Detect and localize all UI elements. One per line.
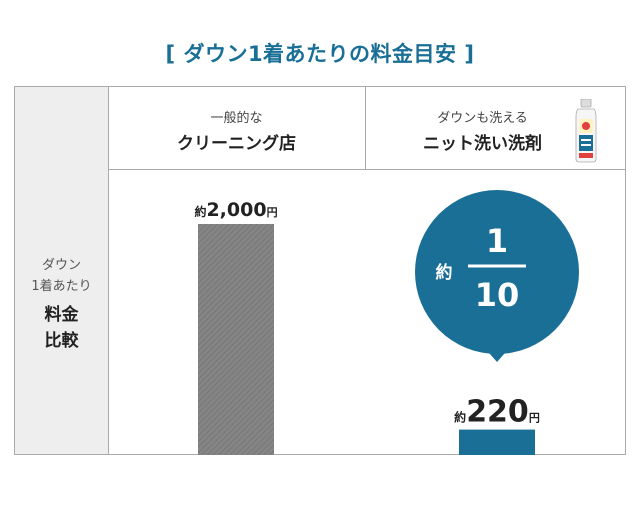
callout-denominator: 10 [475,276,520,314]
detergent-bottle-icon [575,99,597,163]
value-number: 2,000 [206,199,266,221]
chart-area-cell [108,169,626,455]
row-label-main2: 比較 [44,331,79,351]
row-label-line2: 1着あたり [31,279,92,294]
header-cleaning-main: クリーニング店 [177,134,296,154]
bar-detergent-value-label: 約220円 [454,395,540,430]
header-empty-cell [14,86,109,170]
bar-cleaning [198,224,274,455]
callout-prefix: 約 [436,262,453,283]
header-detergent-main: ニット洗い洗剤 [423,134,542,154]
ratio-callout: 約 1 10 [415,190,579,362]
value-unit: 円 [267,206,278,219]
bar-cleaning-value-label: 約2,000円 [194,199,277,221]
row-label-line1: ダウン [41,258,81,273]
header-cleaning-cell: 一般的な クリーニング店 [108,86,366,170]
value-unit: 円 [529,412,540,425]
value-number: 220 [466,395,529,430]
callout-circle [415,190,579,354]
header-cleaning-sub: 一般的な [210,111,263,126]
row-label-main1: 料金 [44,305,79,325]
header-detergent-sub: ダウンも洗える [437,111,528,126]
value-prefix: 約 [194,204,206,219]
callout-numerator: 1 [486,222,508,260]
row-label-cell: ダウン 1着あたり 料金 比較 [14,169,109,455]
comparison-table: 一般的な クリーニング店 ダウンも洗える ニット洗い洗剤 ダウン 1着あたり 料… [14,86,626,455]
callout-pointer [482,345,512,362]
bar-detergent [459,429,535,455]
chart-title: [ ダウン1着あたりの料金目安 ] [165,42,475,66]
value-prefix: 約 [454,410,466,425]
header-detergent-cell: ダウンも洗える ニット洗い洗剤 [366,86,626,170]
